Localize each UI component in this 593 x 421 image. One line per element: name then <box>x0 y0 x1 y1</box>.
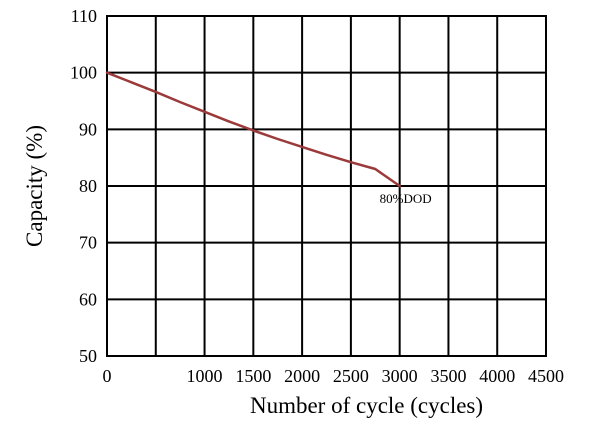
x-tick-label: 4500 <box>528 366 564 386</box>
x-tick-label: 2500 <box>333 366 369 386</box>
x-axis-title: Number of cycle (cycles) <box>250 393 483 418</box>
y-tick-label: 80 <box>79 176 97 196</box>
dod-annotation: 80%DOD <box>380 191 432 206</box>
x-tick-label: 1000 <box>187 366 223 386</box>
y-tick-label: 90 <box>79 119 97 139</box>
grid-layer <box>106 15 547 357</box>
x-tick-label: 2000 <box>284 366 320 386</box>
x-tick-label: 4000 <box>479 366 515 386</box>
x-tick-label: 1500 <box>235 366 271 386</box>
series-layer <box>105 71 401 188</box>
tick-labels: 50 60 70 80 90 100 110 0 1000 1500 2000 2500 3000 350… <box>70 6 564 386</box>
y-tick-label: 60 <box>79 289 97 309</box>
x-tick-label: 0 <box>103 366 112 386</box>
x-tick-label: 3500 <box>430 366 466 386</box>
capacity-series-line <box>105 71 401 188</box>
y-axis-title: Capacity (%) <box>22 125 47 247</box>
y-tick-label: 110 <box>71 6 97 26</box>
y-tick-label: 100 <box>70 63 97 83</box>
annotations: 80%DOD <box>380 191 432 206</box>
y-tick-label: 70 <box>79 233 97 253</box>
y-tick-label: 50 <box>79 346 97 366</box>
plot-frame <box>106 15 547 357</box>
x-tick-label: 3000 <box>382 366 418 386</box>
